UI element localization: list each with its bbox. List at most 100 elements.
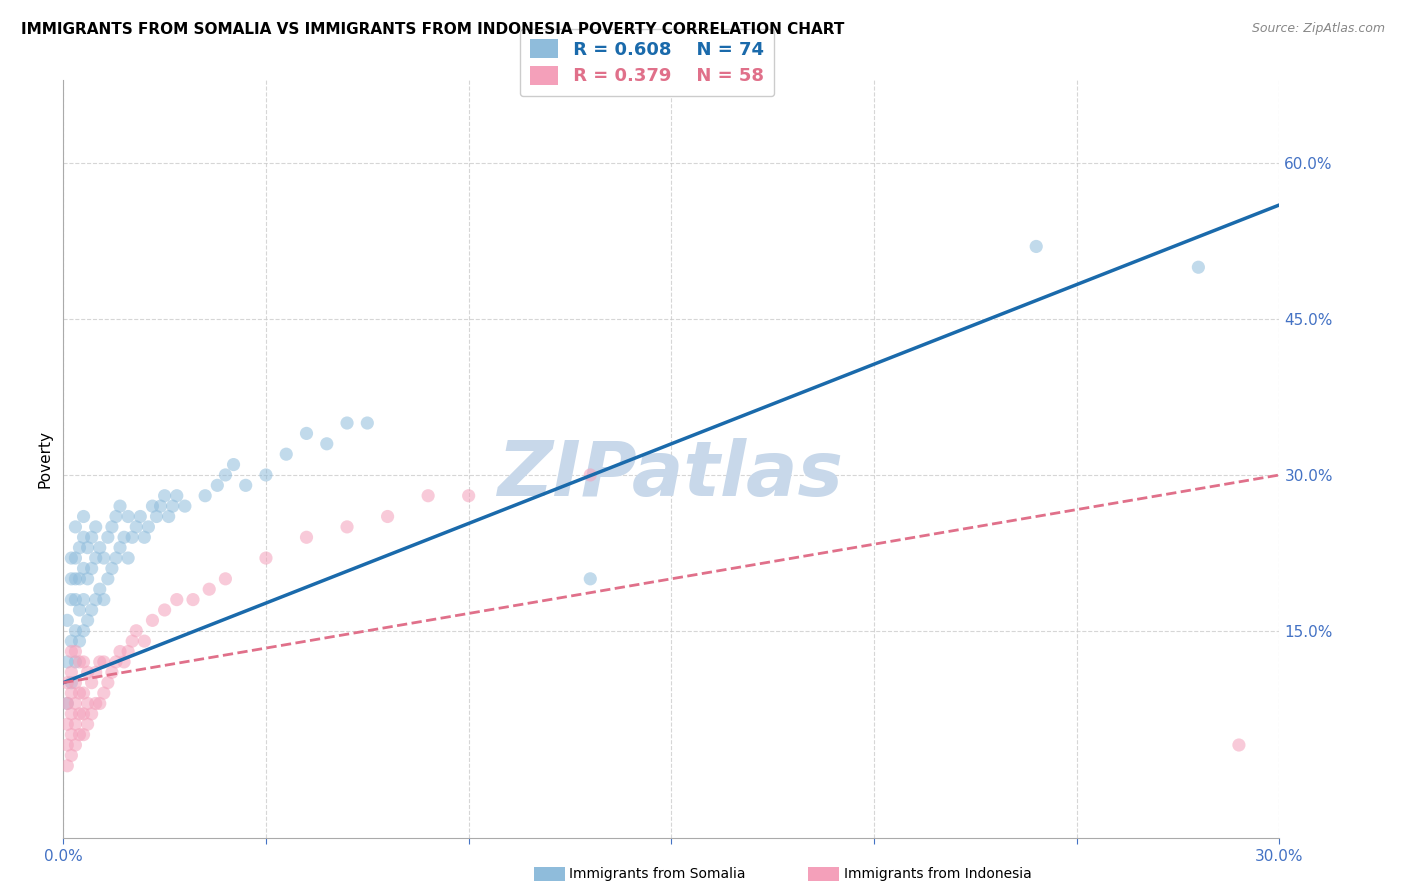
Point (418, 489, 440, 503)
Point (76, 541, 98, 555)
Point (315, 437, 337, 451)
Point (72, 728, 94, 742)
Point (129, 509, 152, 524)
Point (72, 686, 94, 700)
Point (60, 634, 83, 648)
Point (65, 675, 87, 690)
Point (153, 489, 176, 503)
Point (84, 697, 107, 711)
Point (56, 697, 79, 711)
Point (93, 551, 115, 566)
Point (104, 509, 127, 524)
Point (181, 592, 204, 607)
Point (60, 706, 83, 721)
Point (117, 509, 139, 524)
Point (97, 530, 120, 544)
Point (295, 426, 318, 441)
Point (76, 665, 98, 680)
Point (65, 551, 87, 566)
Text: IMMIGRANTS FROM SOMALIA VS IMMIGRANTS FROM INDONESIA POVERTY CORRELATION CHART: IMMIGRANTS FROM SOMALIA VS IMMIGRANTS FR… (21, 22, 845, 37)
Point (207, 478, 229, 492)
Point (69, 728, 91, 742)
Point (457, 489, 479, 503)
Point (84, 665, 107, 680)
Point (194, 489, 217, 503)
Point (295, 530, 318, 544)
Point (97, 572, 120, 586)
Point (134, 634, 156, 648)
Point (112, 655, 135, 669)
Point (65, 520, 87, 534)
Point (125, 624, 148, 638)
Text: ZIPatlas: ZIPatlas (498, 438, 845, 511)
Point (60, 675, 83, 690)
Point (336, 520, 359, 534)
Point (84, 520, 107, 534)
Point (60, 686, 83, 700)
Point (117, 551, 139, 566)
Point (166, 592, 188, 607)
Text: Immigrants from Somalia: Immigrants from Somalia (569, 867, 747, 881)
Point (56, 613, 79, 627)
Point (1025, 239, 1047, 253)
Point (198, 582, 221, 597)
Point (162, 499, 184, 513)
Point (72, 706, 94, 721)
Point (65, 738, 87, 752)
Point (145, 509, 167, 524)
Point (149, 499, 172, 513)
Point (80, 675, 103, 690)
Point (93, 655, 115, 669)
Point (141, 613, 163, 627)
Point (76, 613, 98, 627)
Point (84, 592, 107, 607)
Point (89, 541, 111, 555)
Point (72, 561, 94, 575)
Point (72, 624, 94, 638)
Point (112, 530, 135, 544)
Point (60, 644, 83, 658)
Point (65, 572, 87, 586)
Point (65, 697, 87, 711)
Point (235, 478, 257, 492)
Point (56, 738, 79, 752)
Point (69, 572, 91, 586)
Point (89, 697, 111, 711)
Point (377, 509, 399, 524)
Point (65, 655, 87, 669)
Point (60, 551, 83, 566)
Point (72, 592, 94, 607)
Point (356, 416, 378, 430)
Point (76, 717, 98, 731)
Point (80, 706, 103, 721)
Point (101, 520, 124, 534)
Point (69, 541, 91, 555)
Point (56, 675, 79, 690)
Point (80, 561, 103, 575)
Point (60, 728, 83, 742)
Point (72, 655, 94, 669)
Point (254, 551, 277, 566)
Point (222, 458, 245, 472)
Point (76, 572, 98, 586)
Point (97, 675, 120, 690)
Legend:  R = 0.608    N = 74,  R = 0.379    N = 58: R = 0.608 N = 74, R = 0.379 N = 58 (520, 29, 775, 96)
Point (153, 603, 176, 617)
Point (60, 592, 83, 607)
Point (117, 644, 139, 658)
Point (72, 509, 94, 524)
Point (141, 499, 163, 513)
Point (157, 509, 180, 524)
Point (65, 624, 87, 638)
Point (579, 467, 602, 482)
Point (134, 530, 156, 544)
Point (174, 499, 197, 513)
Point (56, 758, 79, 772)
Point (104, 655, 127, 669)
Point (108, 644, 131, 658)
Point (1227, 738, 1250, 752)
Point (93, 686, 115, 700)
Point (60, 665, 83, 680)
Point (125, 520, 148, 534)
Point (69, 655, 91, 669)
